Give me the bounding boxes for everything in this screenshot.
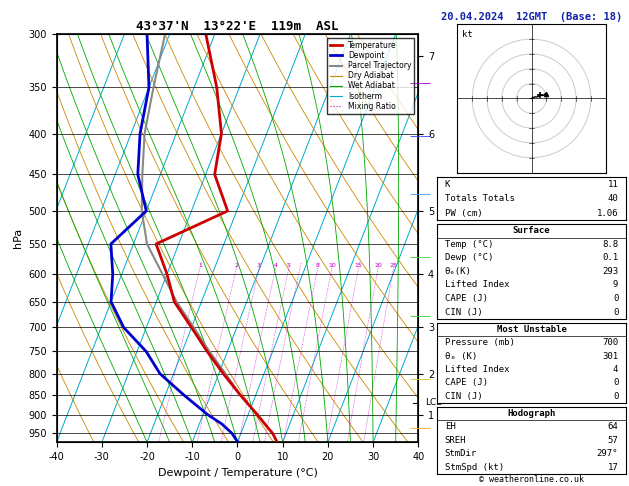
Text: LCL: LCL <box>425 399 442 407</box>
Text: 8.8: 8.8 <box>602 240 618 249</box>
Y-axis label: km
ASL: km ASL <box>445 227 463 249</box>
Text: 17: 17 <box>608 463 618 471</box>
Legend: Temperature, Dewpoint, Parcel Trajectory, Dry Adiabat, Wet Adiabat, Isotherm, Mi: Temperature, Dewpoint, Parcel Trajectory… <box>327 38 415 114</box>
Text: 2: 2 <box>235 263 238 268</box>
Text: 25: 25 <box>389 263 398 268</box>
Text: 0.1: 0.1 <box>602 253 618 262</box>
Text: 8: 8 <box>316 263 320 268</box>
Text: EH: EH <box>445 422 455 432</box>
Text: Surface: Surface <box>513 226 550 235</box>
Text: 57: 57 <box>608 436 618 445</box>
Text: Temp (°C): Temp (°C) <box>445 240 493 249</box>
Text: Most Unstable: Most Unstable <box>496 325 567 334</box>
Text: 15: 15 <box>355 263 362 268</box>
Text: ——: —— <box>409 374 431 384</box>
Text: 4: 4 <box>613 365 618 374</box>
Text: 0: 0 <box>613 308 618 316</box>
Text: K: K <box>445 180 450 189</box>
Text: CIN (J): CIN (J) <box>445 308 482 316</box>
Text: Hodograph: Hodograph <box>508 409 555 418</box>
Text: 297°: 297° <box>597 449 618 458</box>
Text: 20.04.2024  12GMT  (Base: 18): 20.04.2024 12GMT (Base: 18) <box>441 12 622 22</box>
Y-axis label: hPa: hPa <box>13 228 23 248</box>
Text: 64: 64 <box>608 422 618 432</box>
Text: Dewp (°C): Dewp (°C) <box>445 253 493 262</box>
Text: 1.06: 1.06 <box>597 208 618 218</box>
Text: θₑ (K): θₑ (K) <box>445 351 477 361</box>
Text: Lifted Index: Lifted Index <box>445 365 509 374</box>
Text: CIN (J): CIN (J) <box>445 392 482 401</box>
Text: PW (cm): PW (cm) <box>445 208 482 218</box>
Text: 301: 301 <box>602 351 618 361</box>
Text: 10: 10 <box>328 263 336 268</box>
Text: ——: —— <box>409 131 431 141</box>
Text: 11: 11 <box>608 180 618 189</box>
Text: 0: 0 <box>613 378 618 387</box>
Text: 4: 4 <box>274 263 277 268</box>
Text: θₑ(K): θₑ(K) <box>445 267 472 276</box>
X-axis label: Dewpoint / Temperature (°C): Dewpoint / Temperature (°C) <box>157 468 318 478</box>
Text: kt: kt <box>462 30 472 39</box>
Text: 0: 0 <box>613 294 618 303</box>
Text: ——: —— <box>409 253 431 262</box>
Text: ——: —— <box>409 423 431 433</box>
Text: 9: 9 <box>613 280 618 290</box>
Title: 43°37'N  13°22'E  119m  ASL: 43°37'N 13°22'E 119m ASL <box>136 20 338 33</box>
Text: 1: 1 <box>198 263 202 268</box>
Text: 293: 293 <box>602 267 618 276</box>
Text: 3: 3 <box>257 263 261 268</box>
Text: 5: 5 <box>287 263 291 268</box>
Text: CAPE (J): CAPE (J) <box>445 294 487 303</box>
Text: ——: —— <box>409 190 431 199</box>
Text: Lifted Index: Lifted Index <box>445 280 509 290</box>
Text: CAPE (J): CAPE (J) <box>445 378 487 387</box>
Text: ——: —— <box>409 311 431 321</box>
Text: ——: —— <box>409 78 431 87</box>
Text: © weatheronline.co.uk: © weatheronline.co.uk <box>479 474 584 484</box>
Text: StmDir: StmDir <box>445 449 477 458</box>
Text: 0: 0 <box>613 392 618 401</box>
Text: 20: 20 <box>374 263 382 268</box>
Text: Pressure (mb): Pressure (mb) <box>445 338 515 347</box>
Text: StmSpd (kt): StmSpd (kt) <box>445 463 504 471</box>
Text: 700: 700 <box>602 338 618 347</box>
Text: Totals Totals: Totals Totals <box>445 194 515 203</box>
Text: 40: 40 <box>608 194 618 203</box>
Text: SREH: SREH <box>445 436 466 445</box>
